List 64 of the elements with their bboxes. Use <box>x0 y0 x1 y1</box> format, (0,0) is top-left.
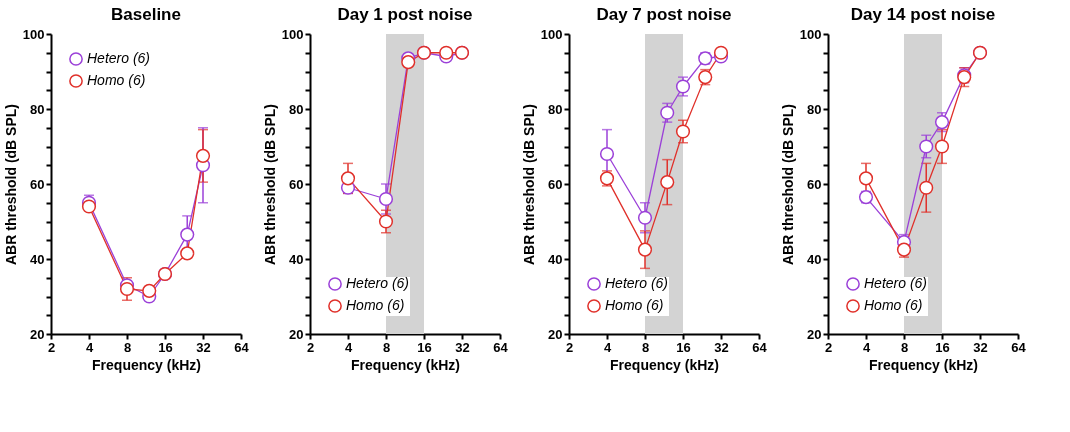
y-tick-label: 40 <box>30 251 45 267</box>
x-tick-label: 8 <box>900 339 909 355</box>
x-tick-label: 16 <box>158 339 173 355</box>
x-tick-label: 4 <box>344 339 353 355</box>
y-tick-label: 100 <box>540 26 563 42</box>
x-tick-label: 4 <box>603 339 612 355</box>
y-axis-title: ABR threshold (dB SPL) <box>779 104 796 265</box>
x-tick-label: 4 <box>85 339 94 355</box>
y-tick-label: 20 <box>289 326 304 342</box>
x-axis-title: Frequency (kHz) <box>610 356 719 373</box>
y-tick-label: 20 <box>807 326 822 342</box>
x-tick-label: 64 <box>234 339 250 355</box>
y-tick-label: 60 <box>548 176 563 192</box>
chart-title: Day 7 post noise <box>596 5 732 24</box>
x-tick-label: 8 <box>382 339 391 355</box>
x-tick-label: 32 <box>455 339 470 355</box>
y-tick-label: 100 <box>799 26 822 42</box>
y-tick-label: 80 <box>30 101 45 117</box>
legend-label: Hetero (6) <box>605 275 669 291</box>
legend-label: Homo (6) <box>864 297 923 313</box>
x-tick-label: 16 <box>417 339 432 355</box>
y-tick-label: 40 <box>548 251 563 267</box>
y-tick-label: 20 <box>548 326 563 342</box>
x-tick-label: 16 <box>935 339 950 355</box>
x-tick-label: 32 <box>714 339 729 355</box>
x-tick-label: 2 <box>47 339 56 355</box>
legend-label: Hetero (6) <box>346 275 410 291</box>
y-tick-label: 20 <box>30 326 45 342</box>
legend-label: Homo (6) <box>605 297 664 313</box>
y-tick-label: 80 <box>807 101 822 117</box>
y-axis-title: ABR threshold (dB SPL) <box>261 104 278 265</box>
y-tick-label: 60 <box>30 176 45 192</box>
y-tick-label: 80 <box>289 101 304 117</box>
x-tick-label: 4 <box>862 339 871 355</box>
x-axis-title: Frequency (kHz) <box>92 356 201 373</box>
x-tick-label: 8 <box>123 339 132 355</box>
x-tick-label: 2 <box>565 339 574 355</box>
x-tick-label: 32 <box>973 339 988 355</box>
x-tick-label: 64 <box>1011 339 1027 355</box>
legend-label: Homo (6) <box>87 72 146 88</box>
y-tick-label: 100 <box>22 26 45 42</box>
chart-title: Day 14 post noise <box>850 5 996 24</box>
legend-label: Hetero (6) <box>87 50 151 66</box>
legend-label: Homo (6) <box>346 297 405 313</box>
y-tick-label: 80 <box>548 101 563 117</box>
chart-title: Baseline <box>111 5 181 24</box>
x-tick-label: 64 <box>752 339 768 355</box>
x-tick-label: 2 <box>306 339 315 355</box>
x-tick-label: 8 <box>641 339 650 355</box>
x-axis-title: Frequency (kHz) <box>351 356 460 373</box>
legend-label: Hetero (6) <box>864 275 928 291</box>
y-axis-title: ABR threshold (dB SPL) <box>520 104 537 265</box>
x-tick-label: 32 <box>196 339 211 355</box>
x-tick-label: 16 <box>676 339 691 355</box>
x-tick-label: 64 <box>493 339 509 355</box>
y-tick-label: 40 <box>807 251 822 267</box>
y-tick-label: 40 <box>289 251 304 267</box>
y-tick-label: 60 <box>289 176 304 192</box>
y-axis-title: ABR threshold (dB SPL) <box>2 104 19 265</box>
y-tick-label: 100 <box>281 26 304 42</box>
chart-title: Day 1 post noise <box>337 5 473 24</box>
x-tick-label: 2 <box>824 339 833 355</box>
y-tick-label: 60 <box>807 176 822 192</box>
x-axis-title: Frequency (kHz) <box>869 356 978 373</box>
